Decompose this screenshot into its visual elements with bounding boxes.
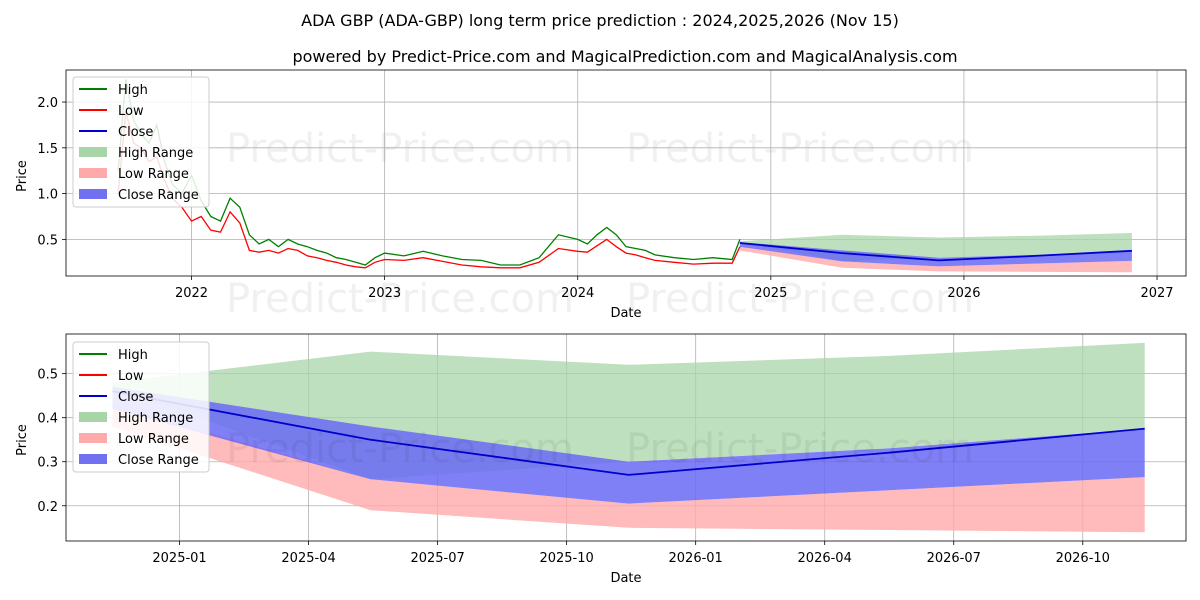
legend-item: High xyxy=(79,83,148,98)
close-range-band xyxy=(739,242,1132,267)
legend-label: High Range xyxy=(118,146,193,161)
legend-item: High xyxy=(79,348,148,363)
close-line xyxy=(739,242,1132,262)
x-tick-label: 2026 xyxy=(947,286,980,301)
y-axis-label: Price xyxy=(15,160,30,192)
y-axis-label: Price xyxy=(15,424,30,456)
legend-label: Close Range xyxy=(118,453,199,468)
legend-item: Low Range xyxy=(79,167,189,182)
x-tick-label: 2026-10 xyxy=(1056,551,1110,566)
y-tick-label: 0.5 xyxy=(37,368,58,383)
legend-item: Low Range xyxy=(79,432,189,447)
y-tick-label: 0.4 xyxy=(37,412,58,427)
x-tick-label: 2026-01 xyxy=(669,551,723,566)
y-tick-label: 0.5 xyxy=(37,233,58,248)
watermark: Predict-Price.com xyxy=(226,126,574,172)
legend-item: Close Range xyxy=(79,188,199,203)
close-line xyxy=(112,390,1145,476)
x-tick-label: 2022 xyxy=(175,286,208,301)
watermark: Predict-Price.com xyxy=(226,276,574,322)
x-tick-label: 2025-07 xyxy=(410,551,464,566)
x-tick-label: 2025 xyxy=(754,286,787,301)
forecast-chart-panel: Predict-Price.com Predict-Price.com 2025… xyxy=(15,333,1187,586)
x-tick-label: 2023 xyxy=(368,286,401,301)
legend-label: High xyxy=(118,348,148,363)
legend-swatch xyxy=(79,454,107,464)
x-axis-label: Date xyxy=(610,306,641,321)
legend-label: Low Range xyxy=(118,432,189,447)
plot-area xyxy=(117,79,1132,273)
x-tick-label: 2026-07 xyxy=(927,551,981,566)
axes-frame xyxy=(65,69,1187,277)
y-tick-label: 1.0 xyxy=(37,188,58,203)
legend-item: Close xyxy=(79,390,153,405)
legend-label: High xyxy=(118,83,148,98)
legend-swatch xyxy=(79,433,107,443)
legend-label: High Range xyxy=(118,411,193,426)
long-term-chart-panel: Predict-Price.com Predict-Price.com Pred… xyxy=(15,69,1187,322)
legend-swatch xyxy=(79,147,107,157)
legend-item: Close xyxy=(79,125,153,140)
y-tick-label: 1.5 xyxy=(37,142,58,157)
low-range-band xyxy=(739,245,1132,273)
legend-label: Low xyxy=(118,104,144,119)
watermark: Predict-Price.com xyxy=(626,126,974,172)
x-tick-label: 2026-04 xyxy=(798,551,852,566)
legend-swatch xyxy=(79,168,107,178)
y-tick-label: 0.3 xyxy=(37,456,58,471)
legend-item: Low xyxy=(79,104,144,119)
x-tick-label: 2027 xyxy=(1140,286,1173,301)
watermark: Predict-Price.com xyxy=(626,426,974,472)
axes-frame xyxy=(65,333,1187,542)
x-tick-label: 2025-04 xyxy=(281,551,335,566)
plot-area xyxy=(112,342,1145,533)
watermark: Predict-Price.com xyxy=(226,426,574,472)
legend-label: Low xyxy=(118,369,144,384)
legend-item: High Range xyxy=(79,146,193,161)
y-axis: 0.5 1.0 1.5 2.0 xyxy=(37,96,66,248)
x-tick-label: 2024 xyxy=(561,286,594,301)
low-range-band xyxy=(112,404,1145,533)
y-axis: 0.2 0.3 0.4 0.5 xyxy=(37,368,66,515)
legend: High Low Close High Range Low Range Close Ran… xyxy=(72,76,210,208)
legend: High Low Close High Range Low Range Close Ran… xyxy=(72,341,210,473)
y-tick-label: 2.0 xyxy=(37,96,58,111)
legend-swatch xyxy=(79,412,107,422)
x-axis: 2022 2023 2024 2025 2026 2027 xyxy=(175,276,1174,301)
x-axis-label: Date xyxy=(610,571,641,586)
low-line xyxy=(117,111,741,269)
chart-subtitle: powered by Predict-Price.com and Magical… xyxy=(292,47,957,66)
legend-item: Low xyxy=(79,369,144,384)
legend-label: Close Range xyxy=(118,188,199,203)
high-line xyxy=(117,79,741,266)
legend-item: High Range xyxy=(79,411,193,426)
legend-item: Close Range xyxy=(79,453,199,468)
legend-label: Close xyxy=(118,125,153,140)
chart-title: ADA GBP (ADA-GBP) long term price predic… xyxy=(301,11,899,30)
close-range-band xyxy=(112,386,1145,504)
legend-label: Low Range xyxy=(118,167,189,182)
watermark: Predict-Price.com xyxy=(626,276,974,322)
x-axis: 2025-01 2025-04 2025-07 2025-10 2026-01 2026-… xyxy=(152,541,1110,566)
x-tick-label: 2025-10 xyxy=(539,551,593,566)
x-tick-label: 2025-01 xyxy=(152,551,206,566)
y-tick-label: 0.2 xyxy=(37,500,58,515)
legend-swatch xyxy=(79,189,107,199)
watermarks: Predict-Price.com Predict-Price.com Pred… xyxy=(226,126,974,322)
legend-label: Close xyxy=(118,390,153,405)
